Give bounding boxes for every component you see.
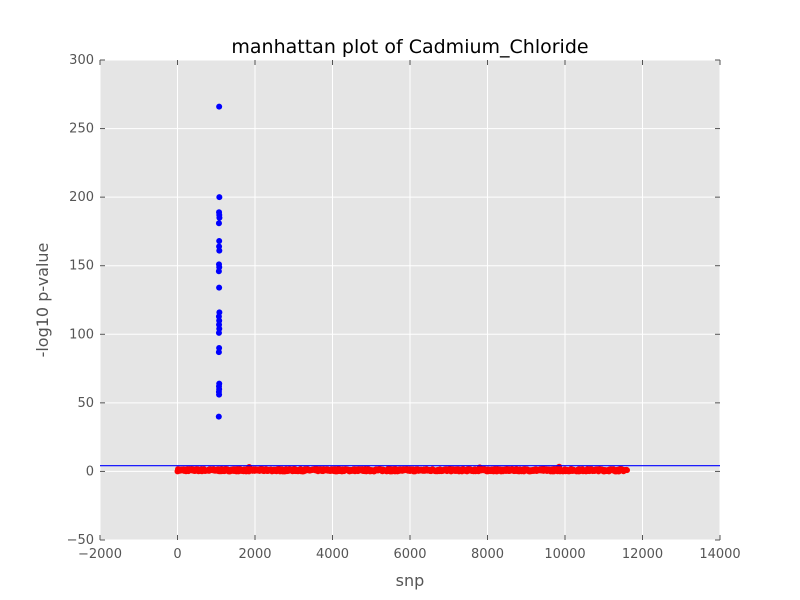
nonsignificant-point [385, 465, 392, 472]
chart-title: manhattan plot of Cadmium_Chloride [231, 36, 588, 58]
nonsignificant-points [174, 463, 630, 475]
y-tick-label: 100 [69, 327, 94, 342]
x-tick-label: 2000 [238, 547, 271, 562]
x-tick-label: 10000 [544, 547, 585, 562]
nonsignificant-point [246, 464, 253, 471]
y-tick-labels: −50 0 50 100 150 200 250 300 [67, 53, 94, 548]
significant-point [215, 413, 222, 420]
y-tick-label: 50 [77, 396, 94, 411]
significant-point [215, 220, 222, 227]
significant-point [215, 329, 222, 336]
y-tick-label: 0 [86, 464, 94, 479]
significant-point [215, 349, 222, 356]
y-tick-label: 300 [69, 53, 94, 68]
nonsignificant-point [556, 463, 563, 470]
significant-point [216, 194, 223, 201]
x-tick-label: 0 [173, 547, 181, 562]
significant-point [216, 284, 223, 291]
significant-points [215, 103, 223, 420]
y-tick-label: 200 [69, 190, 94, 205]
significant-point [216, 247, 223, 254]
y-axis-title: -log10 p-value [33, 243, 52, 358]
x-axis-title: snp [396, 571, 425, 590]
x-tick-label: 4000 [316, 547, 349, 562]
significant-point [216, 103, 223, 110]
x-tick-label: 14000 [699, 547, 740, 562]
y-tick-label: 250 [69, 122, 94, 137]
y-tick-label: −50 [67, 533, 94, 548]
tick-marks [99, 59, 721, 541]
x-tick-label: −2000 [78, 547, 122, 562]
nonsignificant-point [624, 467, 630, 474]
significant-point [216, 391, 223, 398]
y-tick-label: 150 [69, 259, 94, 274]
x-tick-labels: −2000 0 2000 4000 6000 8000 10000 12000 14000 [78, 547, 741, 562]
significant-point [215, 268, 222, 275]
significant-point [216, 238, 223, 245]
x-tick-label: 8000 [471, 547, 504, 562]
x-tick-label: 6000 [393, 547, 426, 562]
significant-point [216, 214, 223, 221]
nonsignificant-point [335, 465, 342, 472]
x-tick-label: 12000 [622, 547, 663, 562]
